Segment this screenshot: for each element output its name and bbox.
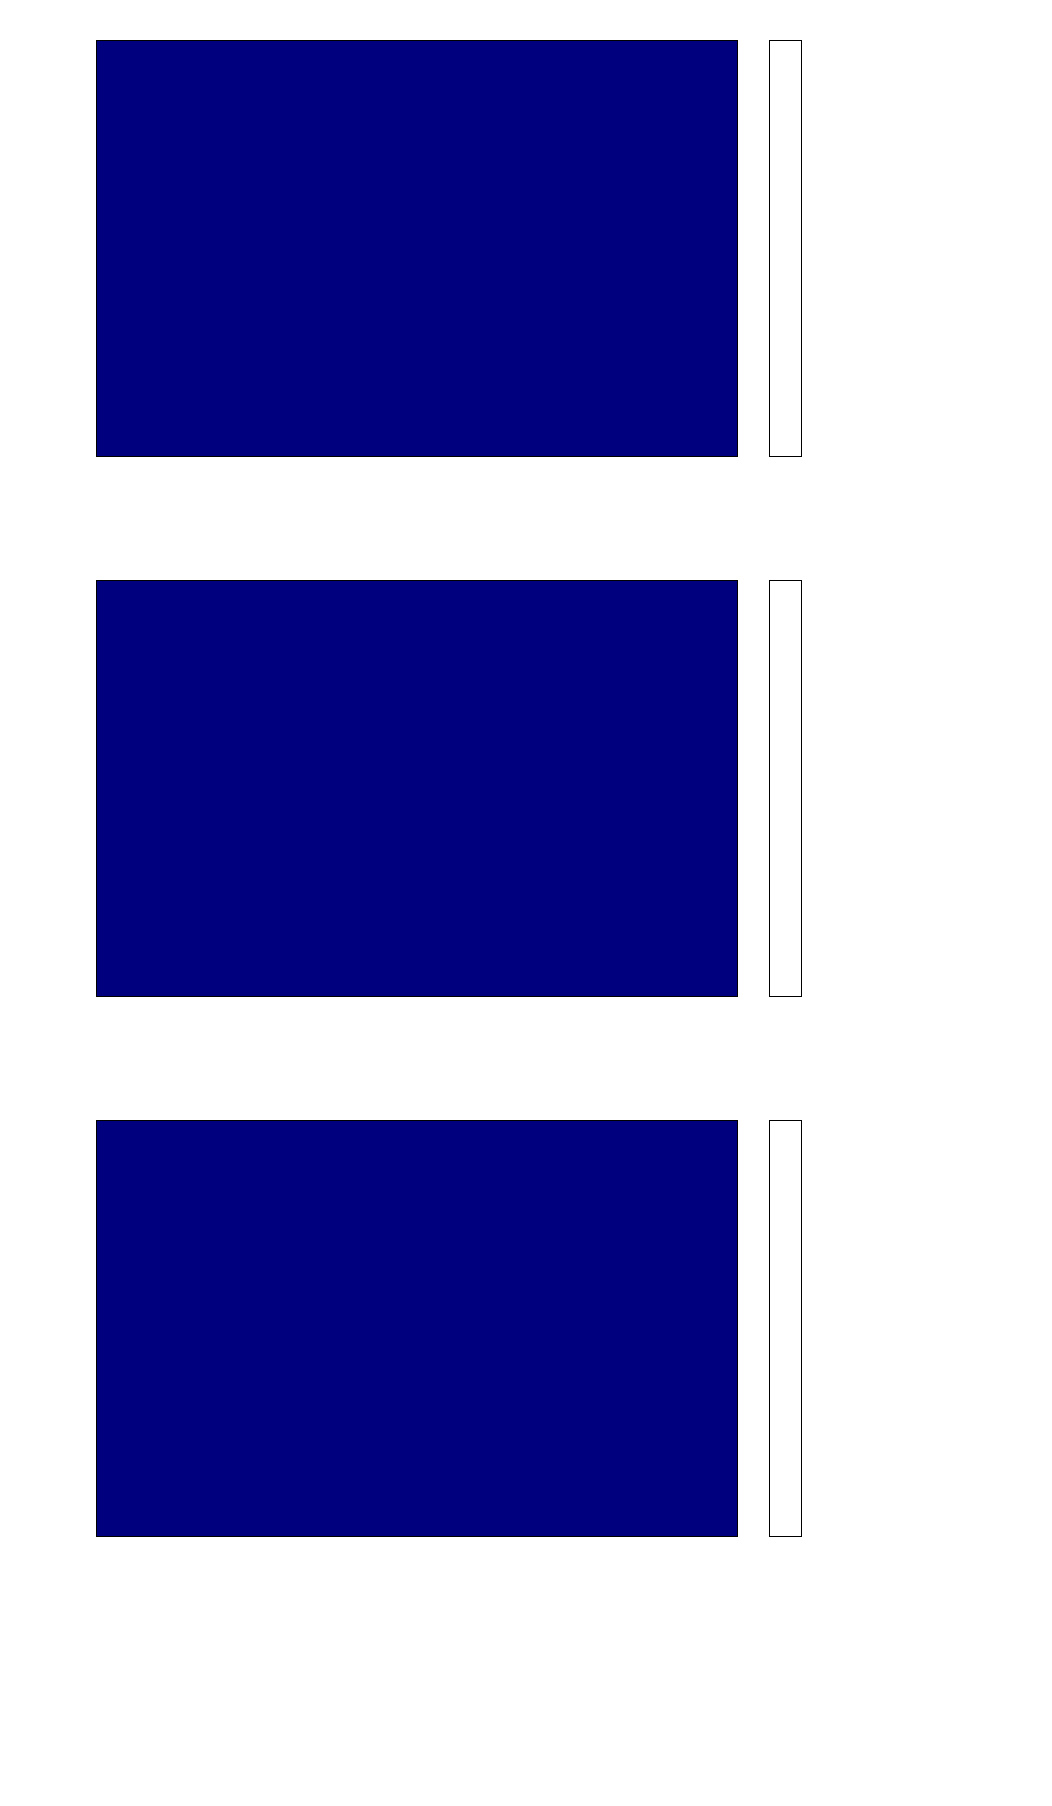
colorbar-label <box>844 581 868 996</box>
y-axis-label <box>8 41 48 456</box>
spectrogram-heatmap-canvas <box>97 41 737 456</box>
spectrogram-panel-hhz <box>0 1084 1052 1619</box>
colorbar <box>769 1120 802 1537</box>
colorbar <box>769 40 802 457</box>
y-axis-label <box>8 1121 48 1536</box>
colorbar <box>769 580 802 997</box>
colorbar-gradient-canvas <box>770 581 801 996</box>
spectrogram-heatmap-canvas <box>97 1121 737 1536</box>
spectrogram-plot-area <box>96 1120 738 1537</box>
spectrogram-panel-hhn <box>0 544 1052 1079</box>
spectrogram-heatmap-canvas <box>97 581 737 996</box>
colorbar-gradient-canvas <box>770 1121 801 1536</box>
colorbar-label <box>844 1121 868 1536</box>
colorbar-gradient-canvas <box>770 41 801 456</box>
spectrogram-plot-area <box>96 580 738 997</box>
spectrogram-plot-area <box>96 40 738 457</box>
spectrogram-panel-hhe <box>0 4 1052 539</box>
y-axis-label <box>8 581 48 996</box>
colorbar-label <box>844 41 868 456</box>
